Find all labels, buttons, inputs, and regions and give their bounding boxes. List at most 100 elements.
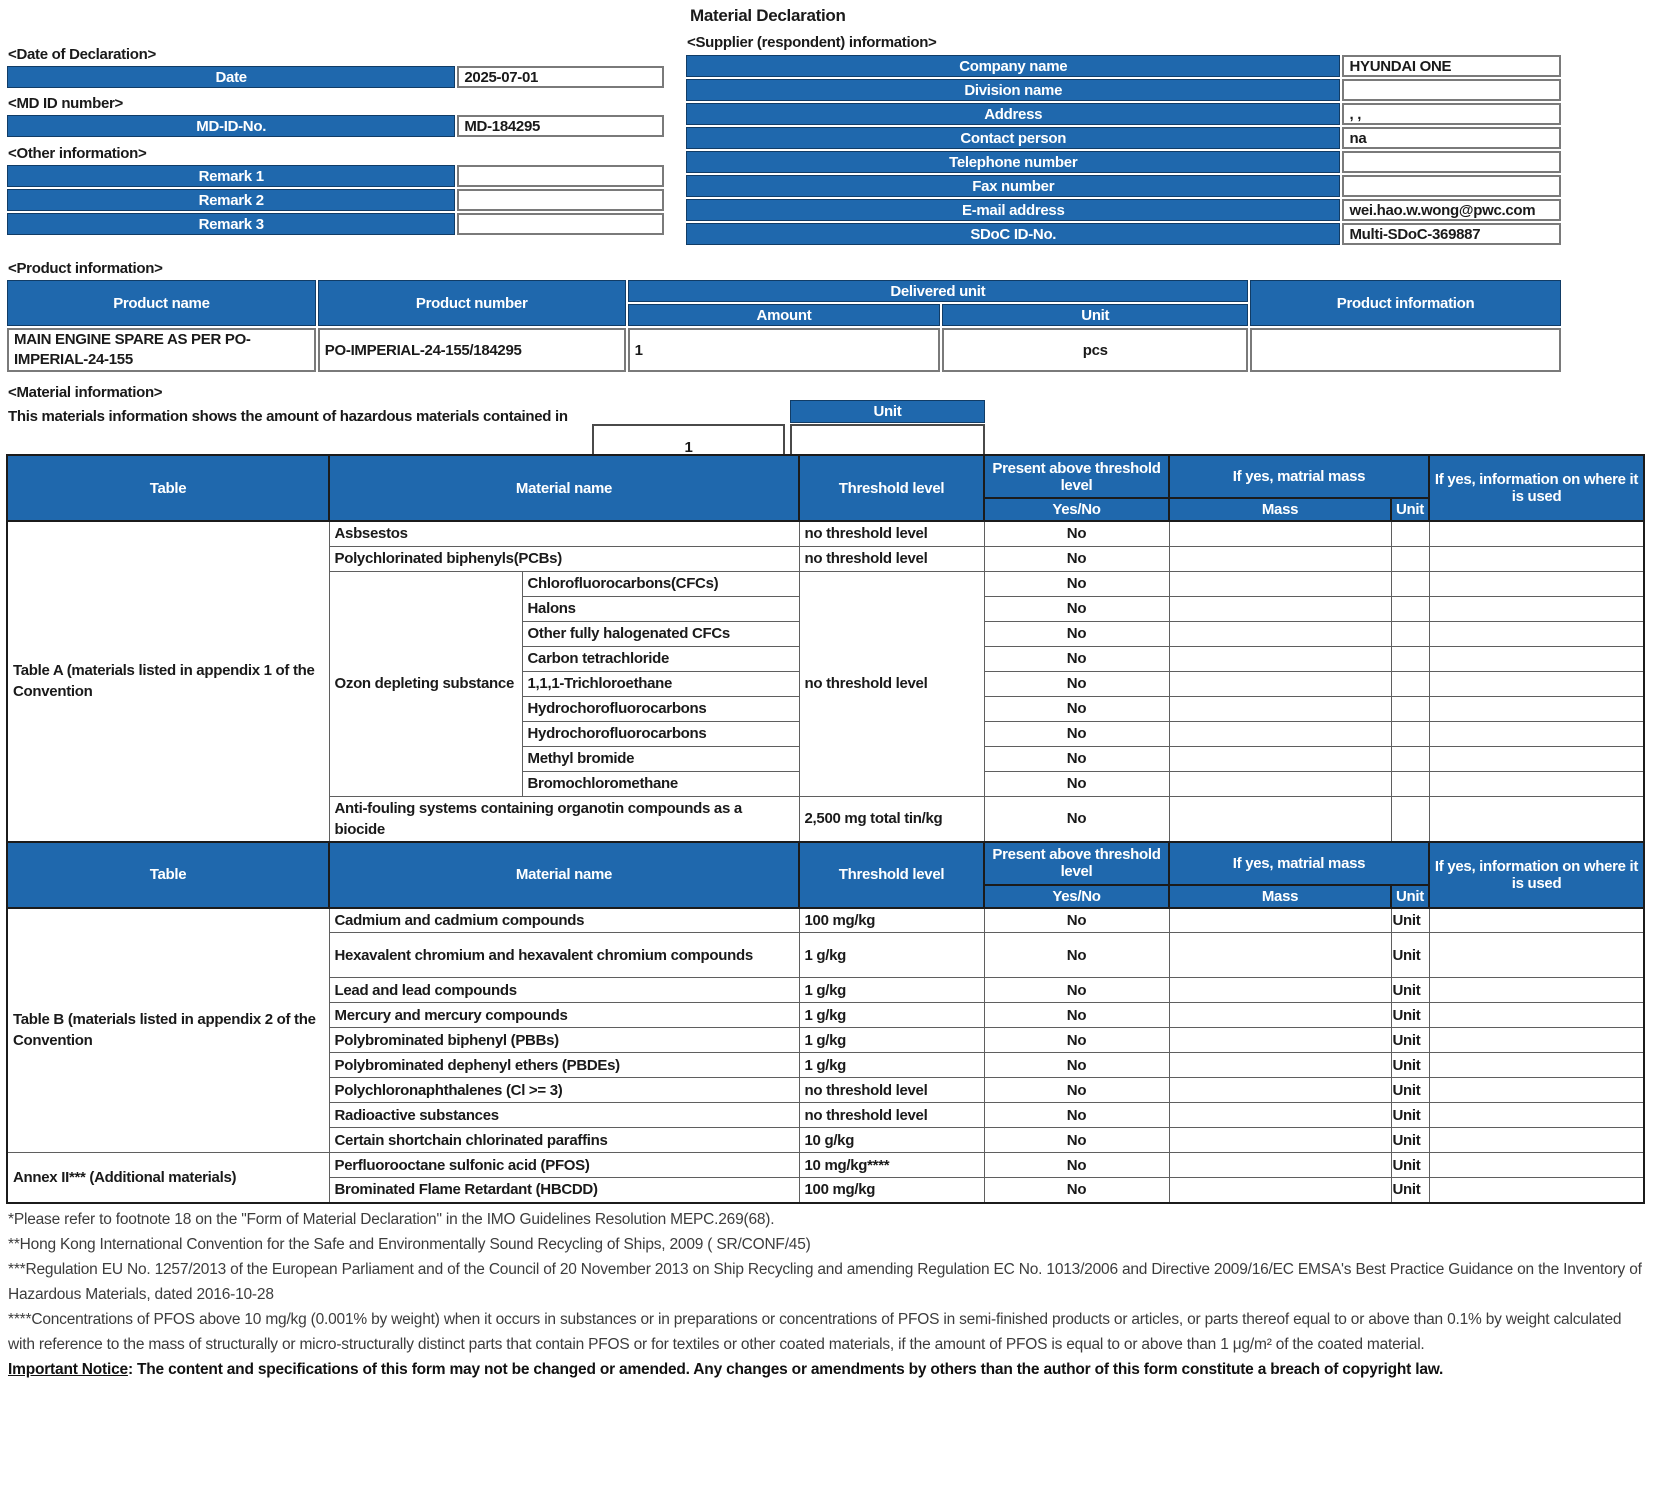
- unit-cell[interactable]: [1390, 595, 1430, 622]
- info-cell[interactable]: [1428, 770, 1645, 797]
- info-cell[interactable]: [1428, 570, 1645, 597]
- mass-cell[interactable]: [1168, 1077, 1392, 1103]
- supplier-company-value[interactable]: HYUNDAI ONE: [1342, 55, 1561, 77]
- yesno-cell[interactable]: No: [983, 1052, 1170, 1078]
- info-cell[interactable]: [1428, 520, 1645, 547]
- supplier-email-value[interactable]: wei.hao.w.wong@pwc.com: [1342, 199, 1561, 221]
- mass-cell[interactable]: [1168, 645, 1392, 672]
- mass-cell[interactable]: [1168, 1177, 1392, 1203]
- info-cell[interactable]: [1428, 932, 1645, 978]
- date-value-cell[interactable]: 2025-07-01: [457, 66, 664, 88]
- mass-cell[interactable]: [1168, 695, 1392, 722]
- mass-cell[interactable]: [1168, 1152, 1392, 1178]
- unit-cell[interactable]: Unit: [1390, 1177, 1430, 1203]
- mass-cell[interactable]: [1168, 977, 1392, 1003]
- product-amount-cell[interactable]: 1: [627, 328, 941, 372]
- yesno-cell[interactable]: No: [983, 595, 1170, 622]
- mass-cell[interactable]: [1168, 907, 1392, 933]
- mass-cell[interactable]: [1168, 520, 1392, 547]
- info-cell[interactable]: [1428, 545, 1645, 572]
- product-info-cell[interactable]: [1250, 328, 1561, 372]
- yesno-cell[interactable]: No: [983, 770, 1170, 797]
- yesno-cell[interactable]: No: [983, 570, 1170, 597]
- unit-cell[interactable]: [1390, 520, 1430, 547]
- info-cell[interactable]: [1428, 695, 1645, 722]
- yesno-cell[interactable]: No: [983, 1102, 1170, 1128]
- unit-cell[interactable]: Unit: [1390, 1077, 1430, 1103]
- unit-cell[interactable]: [1390, 695, 1430, 722]
- unit-cell[interactable]: [1390, 770, 1430, 797]
- yesno-cell[interactable]: No: [983, 545, 1170, 572]
- product-name-cell[interactable]: MAIN ENGINE SPARE AS PER PO-IMPERIAL-24-…: [7, 328, 316, 372]
- yesno-cell[interactable]: No: [983, 1002, 1170, 1028]
- mass-cell[interactable]: [1168, 1052, 1392, 1078]
- supplier-address-value[interactable]: , ,: [1342, 103, 1561, 125]
- unit-cell[interactable]: Unit: [1390, 1052, 1430, 1078]
- unit-cell[interactable]: [1390, 545, 1430, 572]
- info-cell[interactable]: [1428, 907, 1645, 933]
- yesno-cell[interactable]: No: [983, 720, 1170, 747]
- unit-cell[interactable]: [1390, 670, 1430, 697]
- yesno-cell[interactable]: No: [983, 795, 1170, 842]
- info-cell[interactable]: [1428, 1177, 1645, 1203]
- unit-cell[interactable]: Unit: [1390, 1002, 1430, 1028]
- info-cell[interactable]: [1428, 1127, 1645, 1153]
- info-cell[interactable]: [1428, 620, 1645, 647]
- unit-cell[interactable]: [1390, 570, 1430, 597]
- info-cell[interactable]: [1428, 595, 1645, 622]
- unit-cell[interactable]: Unit: [1390, 1127, 1430, 1153]
- yesno-cell[interactable]: No: [983, 1152, 1170, 1178]
- mass-cell[interactable]: [1168, 1102, 1392, 1128]
- yesno-cell[interactable]: No: [983, 1027, 1170, 1053]
- yesno-cell[interactable]: No: [983, 620, 1170, 647]
- info-cell[interactable]: [1428, 1152, 1645, 1178]
- info-cell[interactable]: [1428, 1027, 1645, 1053]
- yesno-cell[interactable]: No: [983, 695, 1170, 722]
- unit-cell[interactable]: Unit: [1390, 1102, 1430, 1128]
- info-cell[interactable]: [1428, 745, 1645, 772]
- info-cell[interactable]: [1428, 977, 1645, 1003]
- product-unit-cell[interactable]: pcs: [942, 328, 1249, 372]
- unit-cell[interactable]: Unit: [1390, 907, 1430, 933]
- mass-cell[interactable]: [1168, 670, 1392, 697]
- info-cell[interactable]: [1428, 645, 1645, 672]
- unit-cell[interactable]: Unit: [1390, 1152, 1430, 1178]
- yesno-cell[interactable]: No: [983, 1127, 1170, 1153]
- yesno-cell[interactable]: No: [983, 1077, 1170, 1103]
- supplier-fax-value[interactable]: [1342, 175, 1561, 197]
- mass-cell[interactable]: [1168, 1127, 1392, 1153]
- md-id-value-cell[interactable]: MD-184295: [457, 115, 664, 137]
- unit-cell[interactable]: [1390, 795, 1430, 842]
- unit-cell[interactable]: [1390, 620, 1430, 647]
- supplier-division-value[interactable]: [1342, 79, 1561, 101]
- mass-cell[interactable]: [1168, 570, 1392, 597]
- mass-cell[interactable]: [1168, 932, 1392, 978]
- unit-cell[interactable]: [1390, 745, 1430, 772]
- unit-cell[interactable]: Unit: [1390, 1027, 1430, 1053]
- yesno-cell[interactable]: No: [983, 932, 1170, 978]
- yesno-cell[interactable]: No: [983, 670, 1170, 697]
- info-cell[interactable]: [1428, 795, 1645, 842]
- yesno-cell[interactable]: No: [983, 520, 1170, 547]
- remark1-value-cell[interactable]: [457, 165, 664, 187]
- mass-cell[interactable]: [1168, 720, 1392, 747]
- mass-cell[interactable]: [1168, 545, 1392, 572]
- info-cell[interactable]: [1428, 1102, 1645, 1128]
- yesno-cell[interactable]: No: [983, 645, 1170, 672]
- info-cell[interactable]: [1428, 1077, 1645, 1103]
- yesno-cell[interactable]: No: [983, 1177, 1170, 1203]
- mass-cell[interactable]: [1168, 1002, 1392, 1028]
- unit-cell[interactable]: [1390, 645, 1430, 672]
- unit-cell[interactable]: Unit: [1390, 932, 1430, 978]
- remark2-value-cell[interactable]: [457, 189, 664, 211]
- info-cell[interactable]: [1428, 1002, 1645, 1028]
- unit-cell[interactable]: Unit: [1390, 977, 1430, 1003]
- mass-cell[interactable]: [1168, 620, 1392, 647]
- remark3-value-cell[interactable]: [457, 213, 664, 235]
- mass-cell[interactable]: [1168, 745, 1392, 772]
- supplier-contact-value[interactable]: na: [1342, 127, 1561, 149]
- supplier-telephone-value[interactable]: [1342, 151, 1561, 173]
- mass-cell[interactable]: [1168, 770, 1392, 797]
- yesno-cell[interactable]: No: [983, 745, 1170, 772]
- info-cell[interactable]: [1428, 720, 1645, 747]
